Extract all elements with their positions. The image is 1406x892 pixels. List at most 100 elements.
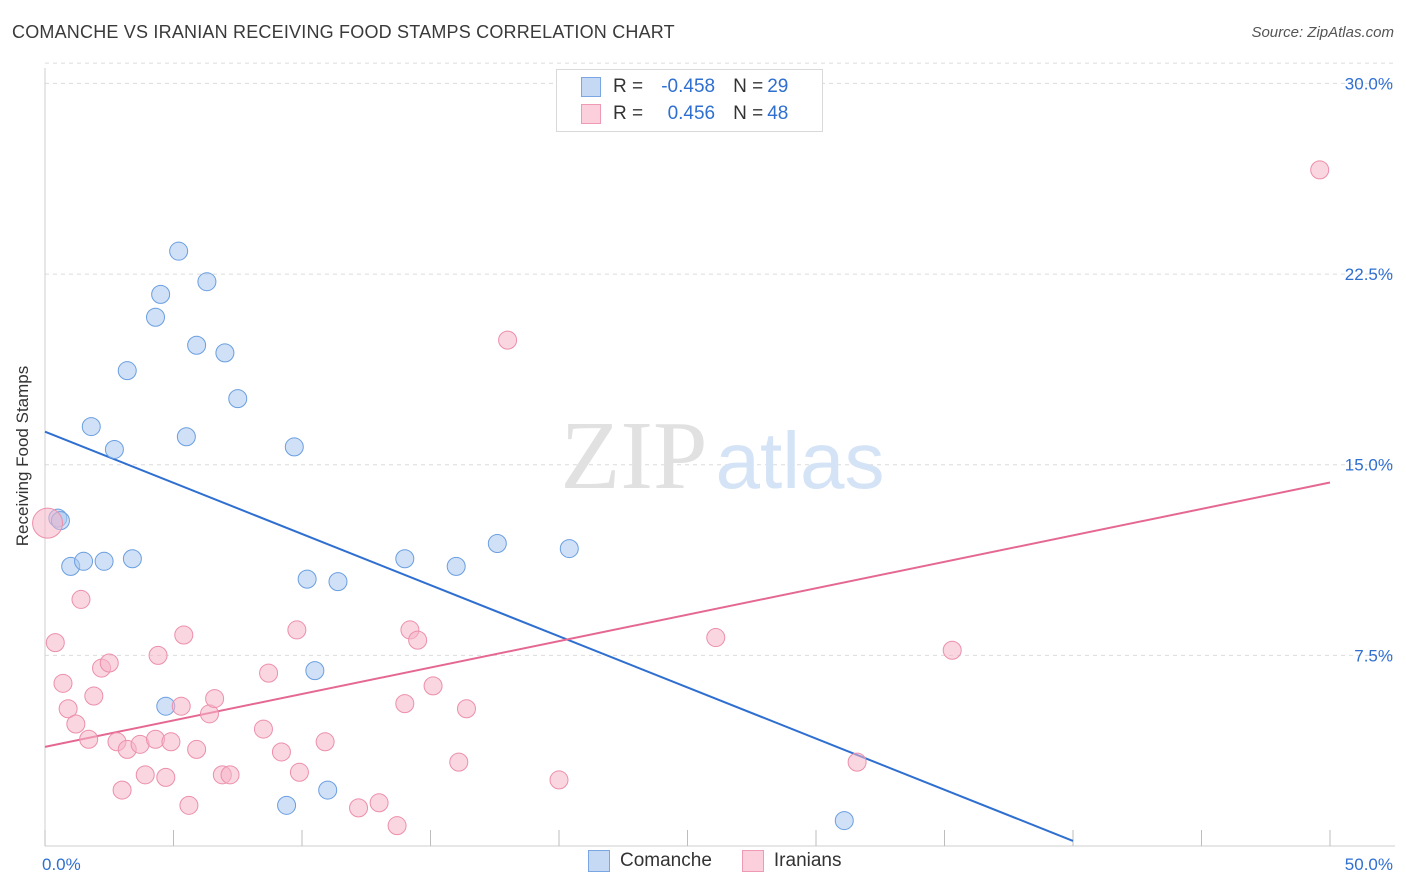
point-iranians — [220, 765, 240, 785]
point-comanche — [305, 661, 325, 681]
point-iranians — [53, 673, 73, 693]
point-comanche — [81, 417, 101, 437]
point-iranians — [71, 589, 91, 609]
data-points — [32, 160, 1330, 836]
point-iranians — [253, 719, 273, 739]
series-legend-iranians[interactable]: Iranians — [741, 850, 842, 872]
y-tick-label: 15.0% — [1345, 456, 1393, 475]
point-iranians — [315, 732, 335, 752]
axes — [44, 68, 1395, 847]
point-iranians — [84, 686, 104, 706]
x-tick-label: 50.0% — [1345, 855, 1393, 874]
point-comanche — [94, 551, 114, 571]
point-iranians — [423, 676, 443, 696]
watermark-atlas: atlas — [716, 416, 885, 505]
point-iranians — [174, 625, 194, 645]
point-iranians — [387, 816, 407, 836]
point-iranians — [942, 640, 962, 660]
gridlines — [45, 62, 1395, 656]
point-comanche — [228, 389, 248, 409]
legend-row-iranians: R = 0.456 N = 48 — [581, 101, 788, 127]
series-legend-comanche[interactable]: Comanche — [588, 850, 712, 872]
point-comanche — [395, 549, 415, 569]
point-iranians — [205, 689, 225, 709]
y-axis-title-container: Receiving Food Stamps — [8, 0, 38, 892]
legend-r-value: 0.456 — [667, 103, 716, 124]
chart-title: COMANCHE VS IRANIAN RECEIVING FOOD STAMP… — [12, 22, 675, 42]
point-comanche — [328, 572, 348, 592]
legend-n-label: N = — [733, 76, 764, 97]
point-iranians — [161, 732, 181, 752]
point-comanche — [318, 780, 338, 800]
watermark-zip: ZIP — [561, 402, 708, 510]
point-comanche — [74, 551, 94, 571]
point-iranians — [135, 765, 155, 785]
point-iranians — [549, 770, 569, 790]
legend-swatch-iranians — [581, 104, 601, 124]
point-iranians — [156, 767, 176, 787]
point-iranians — [171, 696, 191, 716]
series-swatch-comanche — [588, 850, 610, 872]
point-iranians — [369, 793, 389, 813]
point-comanche — [197, 272, 217, 292]
point-iranians — [99, 653, 119, 673]
point-comanche — [487, 534, 507, 554]
tick-labels: 7.5% 15.0% 22.5% 30.0% 0.0% 50.0% — [42, 74, 1393, 874]
point-iranians — [349, 798, 369, 818]
y-axis-title: Receiving Food Stamps — [13, 365, 32, 547]
point-iranians — [408, 630, 428, 650]
point-iranians — [498, 330, 518, 350]
point-comanche — [146, 307, 166, 327]
point-comanche — [117, 361, 137, 381]
point-comanche — [297, 569, 317, 589]
point-comanche — [284, 437, 304, 457]
legend-r-value: -0.458 — [661, 76, 716, 97]
series-label-iranians: Iranians — [773, 850, 842, 871]
point-iranians — [706, 628, 726, 648]
point-iranians — [395, 694, 415, 714]
point-comanche — [215, 343, 235, 363]
point-comanche — [187, 335, 207, 355]
series-legend: Comanche Iranians — [588, 850, 872, 872]
point-comanche — [834, 811, 854, 831]
legend-n-value: 29 — [767, 76, 789, 97]
point-comanche — [446, 556, 466, 576]
point-comanche — [559, 539, 579, 559]
point-comanche — [176, 427, 196, 447]
point-iranians — [1310, 160, 1330, 180]
series-swatch-iranians — [741, 850, 764, 872]
y-tick-label: 30.0% — [1345, 74, 1393, 93]
point-iranians — [456, 699, 476, 719]
legend-r-label: R = — [613, 103, 644, 124]
legend-r-label: R = — [613, 76, 644, 97]
trendline-iranians — [44, 481, 1331, 748]
point-iranians — [187, 739, 207, 759]
source-label: Source: ZipAtlas.com — [1251, 24, 1394, 41]
series-label-comanche: Comanche — [620, 850, 712, 871]
point-comanche — [151, 284, 171, 304]
trendlines — [44, 430, 1331, 842]
point-iranians — [259, 663, 279, 683]
legend-row-comanche: R = -0.458 N = 29 — [581, 74, 788, 100]
point-iranians — [449, 752, 469, 772]
point-iranians — [289, 762, 309, 782]
point-comanche — [122, 549, 142, 569]
point-iranians — [148, 645, 168, 665]
x-tick-label: 0.0% — [42, 855, 81, 874]
point-comanche — [277, 795, 297, 815]
point-iranians — [32, 507, 64, 539]
point-iranians — [58, 699, 78, 719]
y-tick-label: 22.5% — [1345, 265, 1393, 284]
point-iranians — [287, 620, 307, 640]
correlation-legend: R = -0.458 N = 29 R = 0.456 N = 48 — [556, 69, 823, 132]
point-iranians — [179, 795, 199, 815]
point-comanche — [104, 439, 124, 459]
point-comanche — [169, 241, 189, 261]
point-iranians — [112, 780, 132, 800]
legend-n-label: N = — [733, 103, 764, 124]
legend-n-value: 48 — [767, 103, 789, 124]
point-iranians — [45, 633, 65, 653]
trendline-comanche — [44, 430, 1074, 842]
point-iranians — [79, 729, 99, 749]
